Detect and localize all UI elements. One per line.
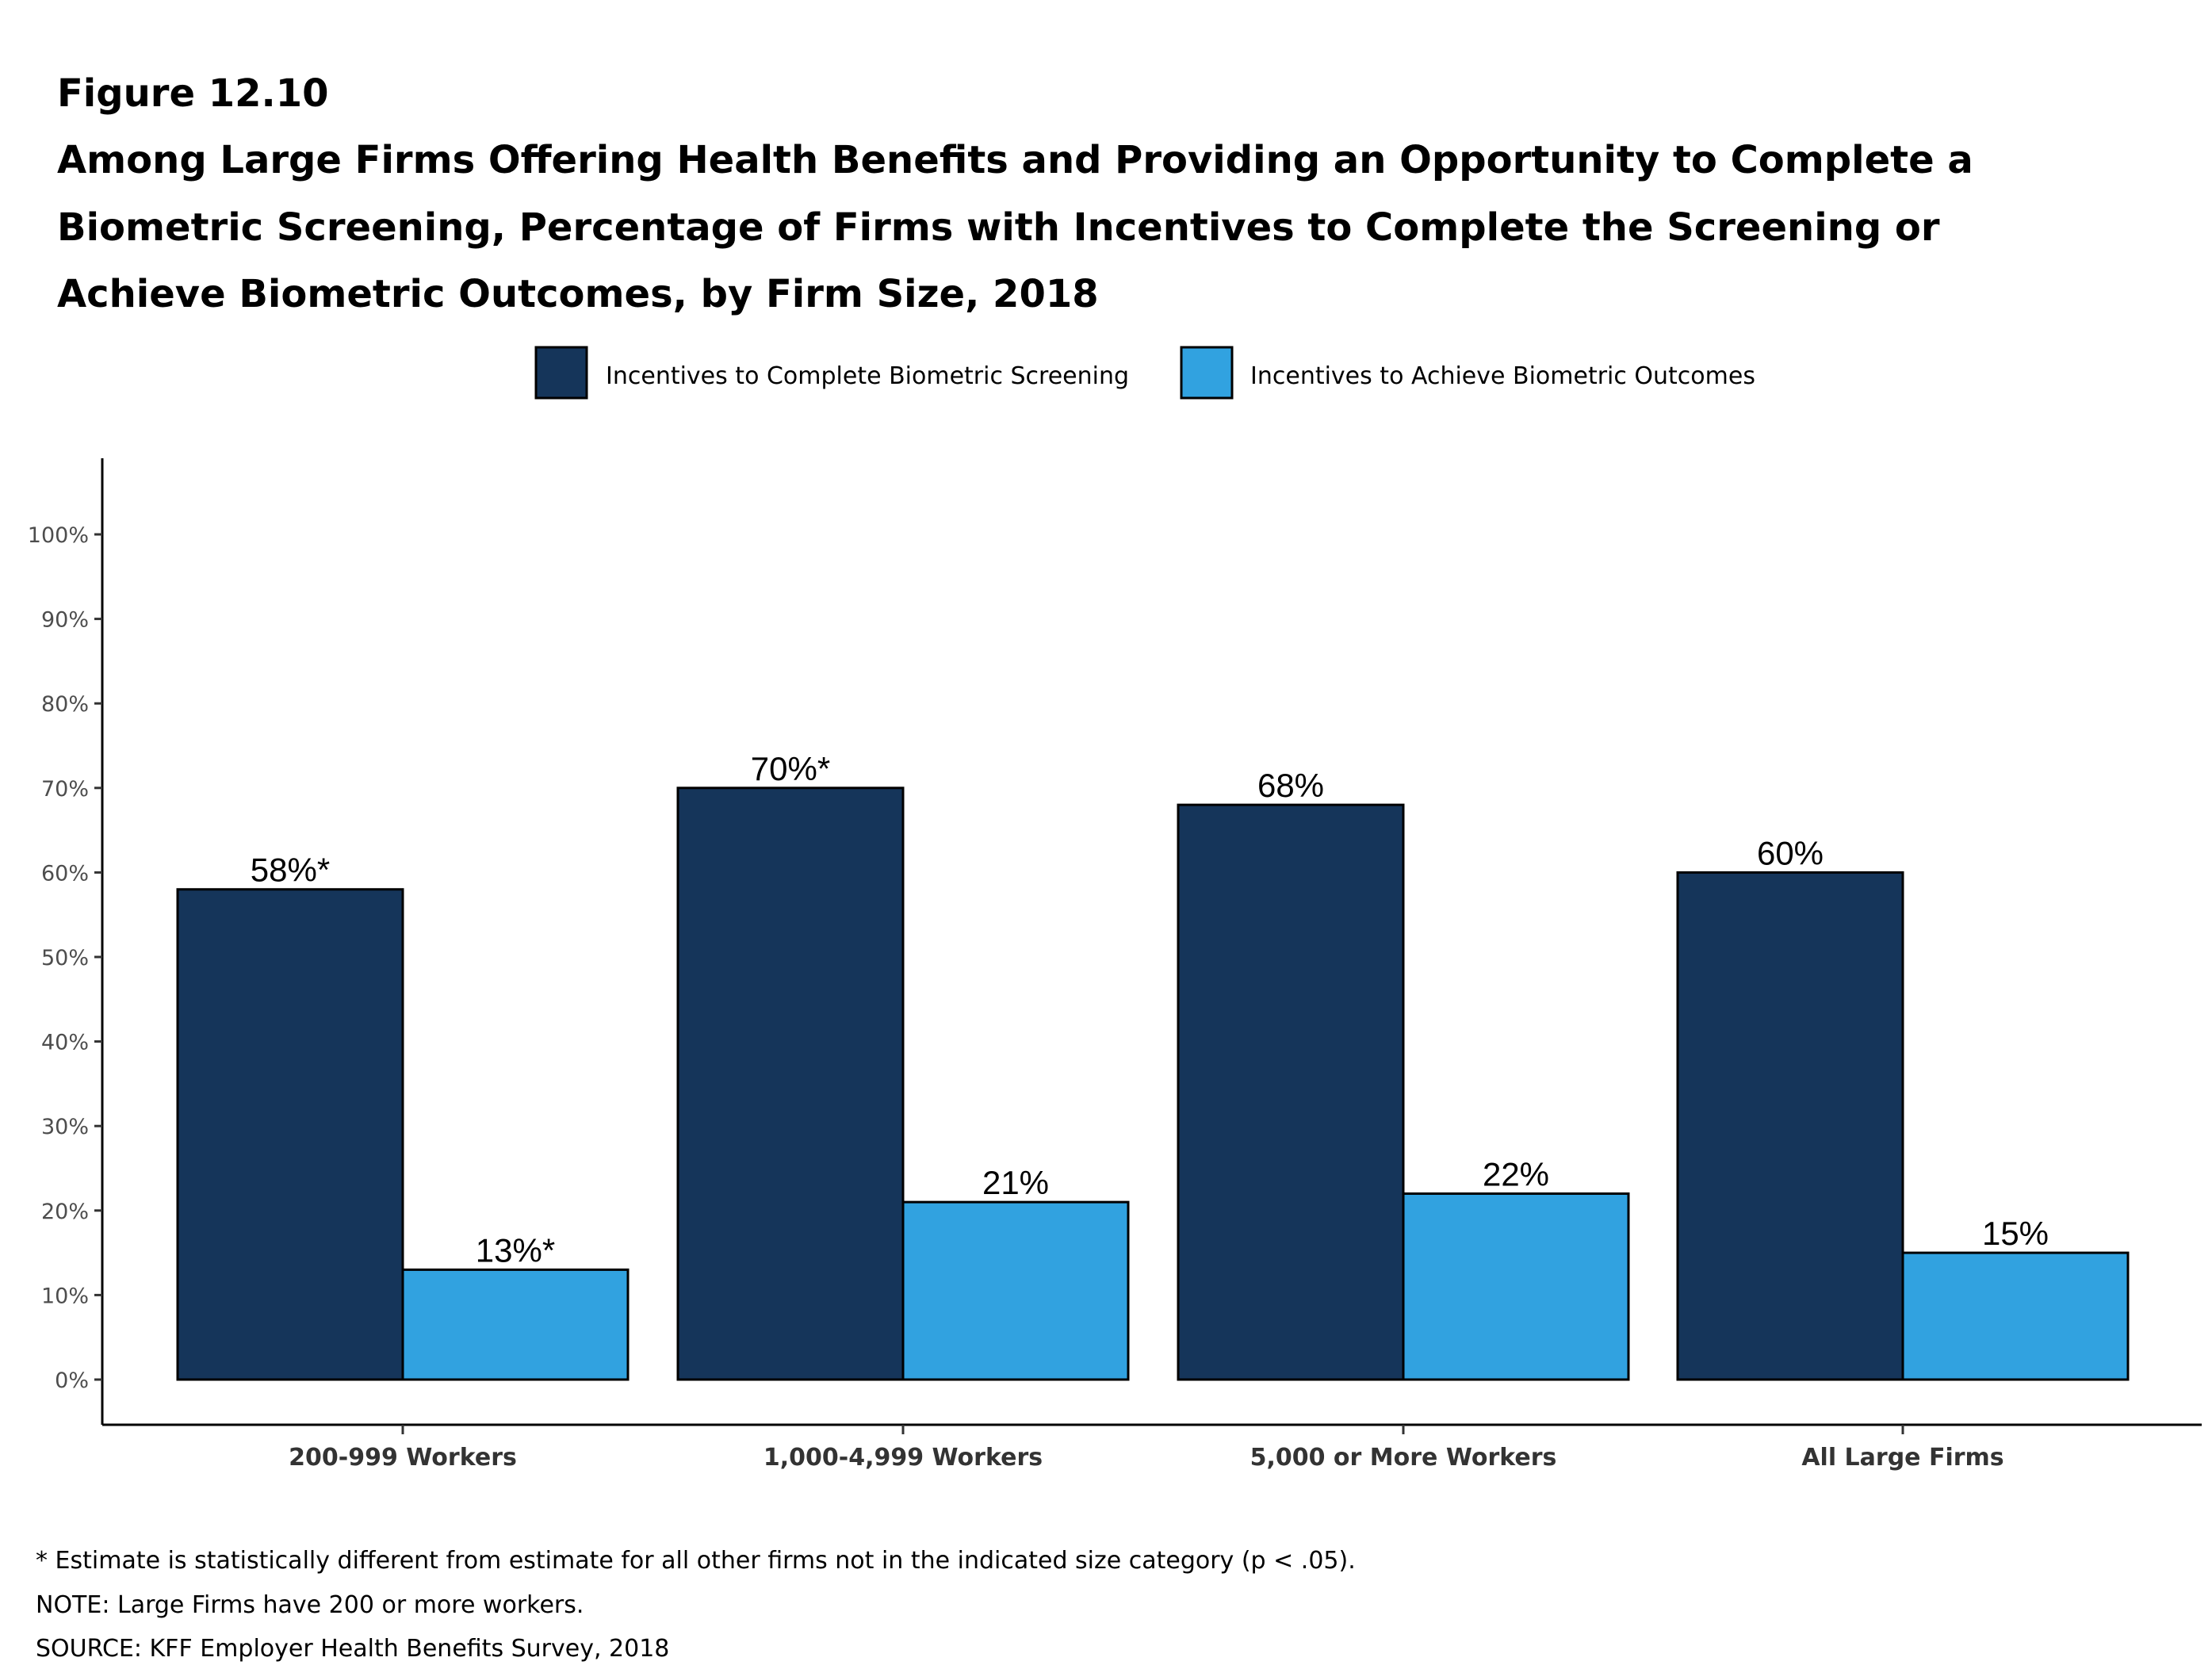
legend-swatch-screening	[534, 346, 588, 400]
x-tick-label: All Large Firms	[1801, 1444, 2003, 1472]
bars: 58%* 13%* 70%* 21% 68% 22% 60% 15%	[176, 750, 2130, 1381]
y-tick-label: 50%	[41, 946, 89, 970]
footnote-source: SOURCE: KFF Employer Health Benefits Sur…	[36, 1635, 669, 1663]
data-label: 70%*	[751, 750, 830, 787]
bar-screening	[676, 787, 905, 1381]
data-label: 68%	[1257, 767, 1324, 804]
legend-label-screening: Incentives to Complete Biometric Screeni…	[606, 362, 1129, 390]
y-tick-label: 40%	[41, 1031, 89, 1055]
legend-label-outcomes: Incentives to Achieve Biometric Outcomes	[1250, 362, 1755, 390]
bar-outcomes	[401, 1268, 630, 1381]
data-label: 21%	[982, 1164, 1049, 1201]
data-label: 60%	[1757, 834, 1824, 871]
legend: Incentives to Complete Biometric Screeni…	[534, 346, 1755, 400]
bar-screening	[1676, 871, 1904, 1381]
x-tick-label: 1,000-4,999 Workers	[763, 1444, 1043, 1472]
bar-screening	[1177, 803, 1405, 1381]
figure-label: Figure 12.10	[57, 71, 329, 116]
y-tick-label: 20%	[41, 1200, 89, 1224]
x-tick-label: 5,000 or More Workers	[1250, 1444, 1557, 1472]
bar-outcomes	[1402, 1192, 1630, 1381]
y-tick-label: 80%	[41, 692, 89, 717]
y-tick-label: 0%	[55, 1368, 89, 1393]
data-label: 58%*	[251, 852, 330, 889]
data-label: 15%	[1982, 1215, 2049, 1252]
data-label: 22%	[1483, 1155, 1549, 1192]
y-axis: 0% 10% 20% 30% 40% 50% 60% 70% 80% 90% 100%	[28, 458, 104, 1425]
y-tick-label: 30%	[41, 1115, 89, 1139]
y-tick-label: 70%	[41, 777, 89, 802]
chart-title-line-1: Among Large Firms Offering Health Benefi…	[57, 138, 1973, 182]
bar-outcomes	[1901, 1251, 2130, 1381]
y-tick-label: 90%	[41, 608, 89, 633]
chart-title-line-3: Achieve Biometric Outcomes, by Firm Size…	[57, 272, 1099, 316]
x-axis: 200-999 Workers 1,000-4,999 Workers 5,000 …	[102, 1423, 2202, 1472]
y-tick-label: 60%	[41, 861, 89, 886]
footnote-significance: * Estimate is statistically different fr…	[36, 1547, 1356, 1575]
y-tick-label: 100%	[28, 523, 89, 548]
bar-screening	[176, 888, 404, 1381]
legend-swatch-outcomes	[1180, 346, 1234, 400]
chart-title-line-2: Biometric Screening, Percentage of Firms…	[57, 205, 1940, 250]
data-label: 13%*	[476, 1231, 555, 1269]
bar-outcomes	[901, 1200, 1130, 1381]
footnote-note: NOTE: Large Firms have 200 or more worke…	[36, 1591, 584, 1619]
x-tick-label: 200-999 Workers	[289, 1444, 517, 1472]
y-tick-label: 10%	[41, 1284, 89, 1308]
